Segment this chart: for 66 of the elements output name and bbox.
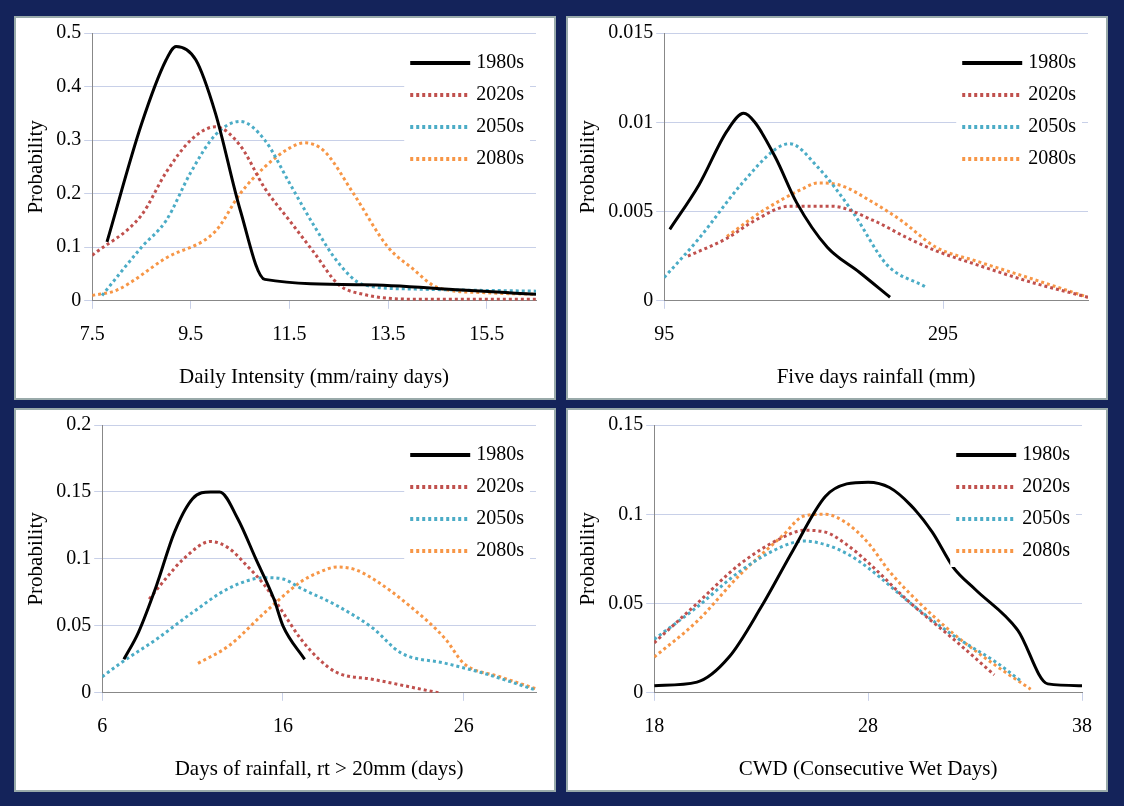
legend-label: 2080s (1028, 146, 1077, 169)
legend-label: 2080s (476, 538, 525, 561)
y-tick-label: 0.5 (56, 20, 82, 43)
legend-label: 2080s (476, 146, 525, 169)
legend-label: 2080s (1022, 538, 1071, 561)
y-tick-label: 0.3 (56, 127, 82, 150)
x-axis-title: Days of rainfall, rt > 20mm (days) (174, 755, 464, 780)
y-tick-label: 0.15 (56, 479, 92, 502)
y-tick-label: 0.01 (618, 109, 654, 132)
x-tick-label: 9.5 (178, 322, 204, 345)
legend-label: 1980s (1022, 442, 1071, 465)
y-tick-label: 0.05 (608, 590, 644, 613)
y-tick-label: 0 (81, 680, 92, 703)
legend-label: 1980s (1028, 50, 1077, 73)
x-axis-title: CWD (Consecutive Wet Days) (738, 755, 998, 780)
y-tick-label: 0.15 (608, 412, 644, 435)
y-axis-title: Probability (23, 511, 48, 606)
y-tick-label: 0.005 (608, 198, 654, 221)
x-axis-title: Daily Intensity (mm/rainy days) (179, 363, 450, 388)
y-axis-title: Probability (575, 511, 600, 606)
x-tick-label: 13.5 (370, 322, 406, 345)
legend-label: 2050s (1022, 506, 1071, 529)
x-axis-title: Five days rainfall (mm) (776, 363, 976, 388)
y-tick-label: 0.4 (56, 73, 82, 96)
y-axis-title: Probability (23, 119, 48, 214)
x-tick-label: 18 (644, 714, 665, 737)
line-series (725, 181, 1088, 299)
y-tick-label: 0 (71, 288, 82, 311)
x-tick-label: 11.5 (272, 322, 307, 345)
y-axis-title: Probability (575, 119, 600, 214)
line-series (654, 528, 996, 677)
y-tick-label: 0 (643, 288, 654, 311)
legend-label: 1980s (476, 442, 525, 465)
x-tick-label: 295 (928, 322, 959, 345)
y-tick-label: 0.1 (618, 501, 644, 524)
y-tick-label: 0.015 (608, 20, 654, 43)
legend-label: 2020s (1022, 474, 1071, 497)
x-tick-label: 15.5 (469, 322, 505, 345)
line-series (654, 539, 1022, 682)
legend-label: 2020s (1028, 82, 1077, 105)
x-tick-label: 6 (97, 714, 108, 737)
legend-label: 2050s (476, 114, 525, 137)
y-tick-label: 0.2 (56, 180, 82, 203)
line-series (196, 565, 536, 691)
y-tick-label: 0 (633, 680, 644, 703)
x-tick-label: 38 (1072, 714, 1092, 737)
x-tick-label: 7.5 (79, 322, 105, 345)
y-tick-label: 0.2 (66, 412, 92, 435)
line-series (122, 490, 307, 661)
x-tick-label: 95 (654, 322, 675, 345)
x-tick-label: 26 (453, 714, 474, 737)
line-series (686, 204, 1088, 299)
legend-label: 2050s (1028, 114, 1077, 137)
line-series (105, 44, 536, 296)
x-tick-label: 28 (858, 714, 879, 737)
legend-label: 2020s (476, 82, 525, 105)
y-tick-label: 0.1 (66, 546, 92, 569)
x-tick-label: 16 (272, 714, 293, 737)
line-series (664, 142, 927, 289)
y-tick-label: 0.1 (56, 234, 82, 257)
legend-label: 1980s (476, 50, 525, 73)
legend-label: 2050s (476, 506, 525, 529)
legend-label: 2020s (476, 474, 525, 497)
line-series (147, 539, 440, 693)
y-tick-label: 0.05 (56, 613, 92, 636)
line-series (668, 111, 892, 299)
